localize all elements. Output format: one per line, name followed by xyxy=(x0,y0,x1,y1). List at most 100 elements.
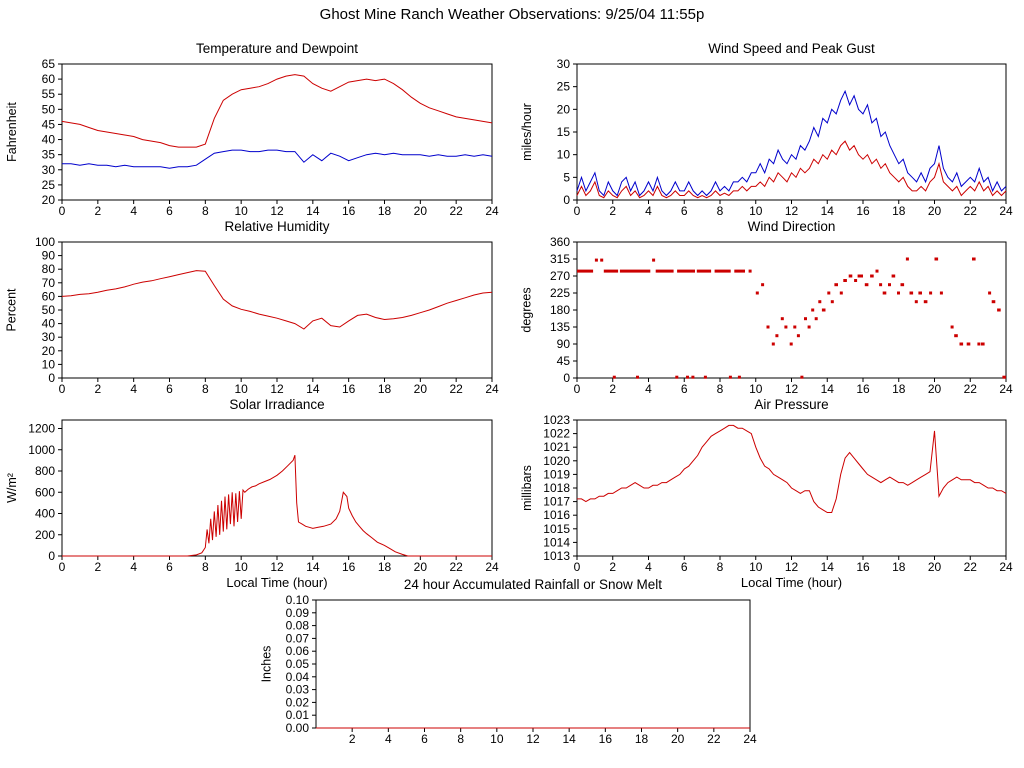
svg-text:6: 6 xyxy=(421,732,428,746)
svg-text:18: 18 xyxy=(378,204,392,218)
svg-text:0: 0 xyxy=(574,560,581,574)
svg-text:24: 24 xyxy=(999,204,1013,218)
svg-text:4: 4 xyxy=(130,382,137,396)
svg-text:20: 20 xyxy=(414,560,428,574)
svg-text:18: 18 xyxy=(378,560,392,574)
svg-text:22: 22 xyxy=(449,204,463,218)
chart-title: Temperature and Dewpoint xyxy=(195,41,359,56)
svg-text:0.03: 0.03 xyxy=(286,683,310,697)
svg-text:0: 0 xyxy=(563,371,570,385)
temperature-dewpoint-plot: 0 2 4 6 8 10 12 14 16 18 20 22 24 20 25 30 35 40 45 50 55 60 6… xyxy=(4,58,500,218)
svg-text:2: 2 xyxy=(349,732,356,746)
svg-text:50: 50 xyxy=(42,303,56,317)
svg-text:20: 20 xyxy=(928,204,942,218)
svg-text:135: 135 xyxy=(550,320,570,334)
plot-wrap: miles/hour 0 2 4 6 8 10 12 14 16 18 20 22 24 0 5 10 15 20… xyxy=(519,58,1014,218)
plot-wrap: degrees 0 2 4 6 8 10 12 14 16 18 20 22 24 0 45 90 135 180… xyxy=(519,236,1014,396)
svg-text:2: 2 xyxy=(94,560,101,574)
svg-text:22: 22 xyxy=(964,382,978,396)
plot-wrap: Percent 0 2 4 6 8 10 12 14 16 18 20 22 24 0 10 20 30 40 50… xyxy=(4,236,500,396)
svg-text:800: 800 xyxy=(35,464,55,478)
svg-text:40: 40 xyxy=(42,133,56,147)
svg-text:18: 18 xyxy=(892,560,906,574)
svg-text:25: 25 xyxy=(42,178,56,192)
svg-text:60: 60 xyxy=(42,289,56,303)
svg-text:2: 2 xyxy=(94,382,101,396)
svg-text:0.09: 0.09 xyxy=(286,606,310,620)
plot-wrap: millibars 0 2 4 6 8 10 12 14 16 18 20 22 24 1013 1014 1… xyxy=(519,414,1014,574)
svg-text:12: 12 xyxy=(785,560,799,574)
chart-rainfall: 24 hour Accumulated Rainfall or Snow Mel… xyxy=(258,576,758,746)
svg-text:8: 8 xyxy=(202,560,209,574)
svg-text:20: 20 xyxy=(928,382,942,396)
chart-title: Air Pressure xyxy=(754,397,829,412)
svg-text:16: 16 xyxy=(856,204,870,218)
svg-text:1023: 1023 xyxy=(543,414,570,427)
svg-text:1018: 1018 xyxy=(543,481,570,495)
svg-text:16: 16 xyxy=(342,204,356,218)
svg-text:55: 55 xyxy=(42,87,56,101)
svg-text:1014: 1014 xyxy=(543,535,570,549)
svg-text:0: 0 xyxy=(563,193,570,207)
svg-text:4: 4 xyxy=(385,732,392,746)
svg-text:2: 2 xyxy=(609,204,616,218)
svg-text:1017: 1017 xyxy=(543,495,570,509)
chart-title: Relative Humidity xyxy=(224,219,330,234)
svg-text:24: 24 xyxy=(743,732,757,746)
svg-text:40: 40 xyxy=(42,317,56,331)
svg-text:10: 10 xyxy=(234,560,248,574)
chart-wind-direction: Wind Direction degrees 0 2 4 6 8 10 12 14 16 18 20… xyxy=(519,218,1014,396)
svg-text:0: 0 xyxy=(48,549,55,563)
svg-text:400: 400 xyxy=(35,507,55,521)
svg-text:14: 14 xyxy=(306,560,320,574)
svg-text:22: 22 xyxy=(449,382,463,396)
svg-text:16: 16 xyxy=(856,382,870,396)
svg-text:270: 270 xyxy=(550,269,570,283)
svg-text:16: 16 xyxy=(856,560,870,574)
svg-text:8: 8 xyxy=(457,732,464,746)
svg-text:14: 14 xyxy=(562,732,576,746)
svg-text:1019: 1019 xyxy=(543,467,570,481)
svg-text:8: 8 xyxy=(202,382,209,396)
svg-text:70: 70 xyxy=(42,276,56,290)
svg-text:1015: 1015 xyxy=(543,522,570,536)
svg-text:14: 14 xyxy=(306,382,320,396)
svg-text:10: 10 xyxy=(234,204,248,218)
solar-irradiance-plot: 0 2 4 6 8 10 12 14 16 18 20 22 24 0 200 400 600 800 1000 12… xyxy=(4,414,500,574)
svg-text:0: 0 xyxy=(574,204,581,218)
rainfall-plot: 2 4 6 8 10 12 14 16 18 20 22 24 0.00 0.01 0.02 0.03 0.04… xyxy=(258,594,758,746)
svg-text:14: 14 xyxy=(306,204,320,218)
chart-title: Solar Irradiance xyxy=(229,397,325,412)
svg-text:65: 65 xyxy=(42,58,56,71)
svg-text:0.00: 0.00 xyxy=(286,721,310,735)
svg-text:18: 18 xyxy=(892,382,906,396)
svg-text:12: 12 xyxy=(270,560,284,574)
svg-text:8: 8 xyxy=(717,560,724,574)
svg-text:6: 6 xyxy=(681,382,688,396)
svg-text:20: 20 xyxy=(414,382,428,396)
svg-text:0.04: 0.04 xyxy=(286,670,310,684)
svg-text:22: 22 xyxy=(964,204,978,218)
svg-text:30: 30 xyxy=(42,330,56,344)
svg-text:600: 600 xyxy=(35,485,55,499)
svg-text:18: 18 xyxy=(892,204,906,218)
svg-text:12: 12 xyxy=(270,382,284,396)
svg-text:360: 360 xyxy=(550,236,570,249)
svg-text:20: 20 xyxy=(42,344,56,358)
svg-text:4: 4 xyxy=(645,382,652,396)
svg-text:22: 22 xyxy=(449,560,463,574)
svg-text:10: 10 xyxy=(749,204,763,218)
svg-text:200: 200 xyxy=(35,528,55,542)
svg-text:80: 80 xyxy=(42,262,56,276)
svg-text:1016: 1016 xyxy=(543,508,570,522)
wind-direction-plot: 0 2 4 6 8 10 12 14 16 18 20 22 24 0 45 90 135 180 225 270 31… xyxy=(519,236,1014,396)
svg-text:24: 24 xyxy=(999,560,1013,574)
svg-text:10: 10 xyxy=(749,382,763,396)
svg-text:1020: 1020 xyxy=(543,454,570,468)
svg-text:10: 10 xyxy=(234,382,248,396)
svg-text:45: 45 xyxy=(557,354,571,368)
relative-humidity-plot: 0 2 4 6 8 10 12 14 16 18 20 22 24 0 10 20 30 40 50 60 70 80 90… xyxy=(4,236,500,396)
chart-air-pressure: Air Pressure millibars 0 2 4 6 8 10 12 14 16 18 20… xyxy=(519,396,1014,594)
